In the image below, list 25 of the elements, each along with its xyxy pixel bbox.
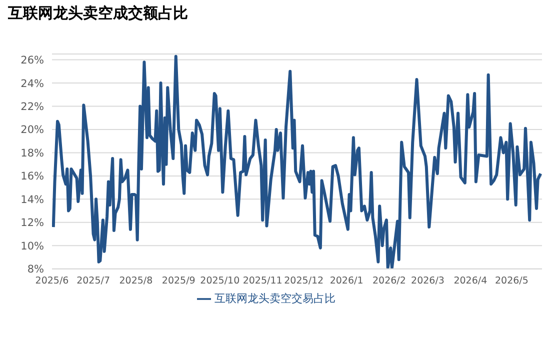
x-tick-label: 2025/9 <box>162 276 196 287</box>
y-tick-label: 22% <box>20 100 44 113</box>
line-series <box>52 54 542 269</box>
y-tick-label: 18% <box>20 147 44 160</box>
x-tick-label: 2025/10 <box>200 276 240 287</box>
x-tick-label: 2026/2 <box>372 276 406 287</box>
x-tick-label: 2026/5 <box>495 276 528 287</box>
x-tick-label: 2025/11 <box>242 276 282 287</box>
y-tick-label: 26% <box>20 54 44 67</box>
x-tick-label: 2026/3 <box>411 276 444 287</box>
x-tick-label: 2025/6 <box>35 276 69 287</box>
legend-label: 互联网龙头卖空交易占比 <box>214 292 336 305</box>
y-tick-label: 10% <box>20 240 44 252</box>
x-tick-label: 2026/1 <box>330 276 364 287</box>
x-tick-label: 2025/7 <box>76 276 110 287</box>
y-tick-label: 12% <box>20 217 44 230</box>
y-tick-label: 16% <box>20 170 44 183</box>
chart-title: 互联网龙头卖空成交额占比 <box>8 4 188 23</box>
x-tick-label: 2025/8 <box>119 276 153 287</box>
y-tick-label: 24% <box>20 78 44 90</box>
x-tick-label: 2026/4 <box>454 276 488 287</box>
y-tick-label: 20% <box>20 124 44 136</box>
y-tick-label: 8% <box>27 264 44 276</box>
x-tick-label: 2025/12 <box>284 276 324 287</box>
y-tick-label: 14% <box>20 194 44 206</box>
